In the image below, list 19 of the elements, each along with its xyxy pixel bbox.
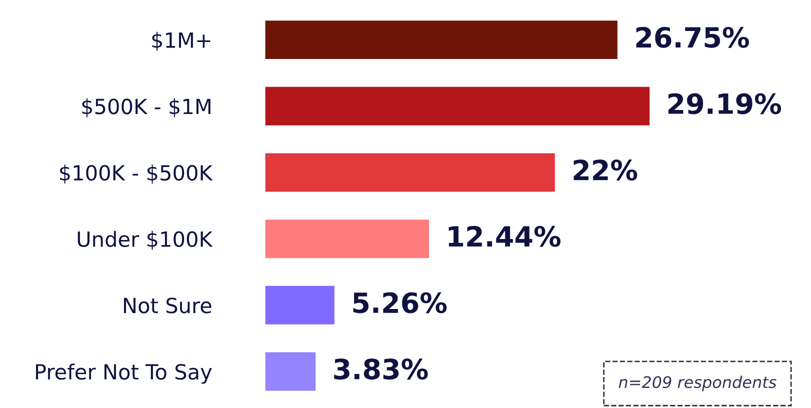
data-label: 29.19% — [668, 93, 782, 114]
data-label: 22% — [574, 160, 638, 181]
bar — [265, 352, 316, 391]
data-label: 5.26% — [353, 292, 447, 314]
bar — [265, 20, 618, 60]
y-tick-label: $100K - $500K — [60, 164, 213, 184]
data-label: 3.83% — [334, 358, 428, 380]
y-tick-label: Not Sure — [124, 298, 212, 314]
y-tick-label: Under $100K — [78, 230, 213, 250]
bar — [265, 86, 650, 126]
bar — [265, 153, 555, 192]
y-tick-label: $500K - $1M — [82, 98, 210, 118]
bar — [265, 220, 430, 258]
annotation: n=209 respondents — [618, 376, 776, 392]
y-tick-label: $1M+ — [152, 32, 210, 51]
data-label: 12.44% — [448, 226, 560, 247]
y-tick-label: Prefer Not To Say — [36, 364, 212, 384]
data-label: 26.75% — [636, 26, 749, 48]
bar — [265, 286, 334, 324]
